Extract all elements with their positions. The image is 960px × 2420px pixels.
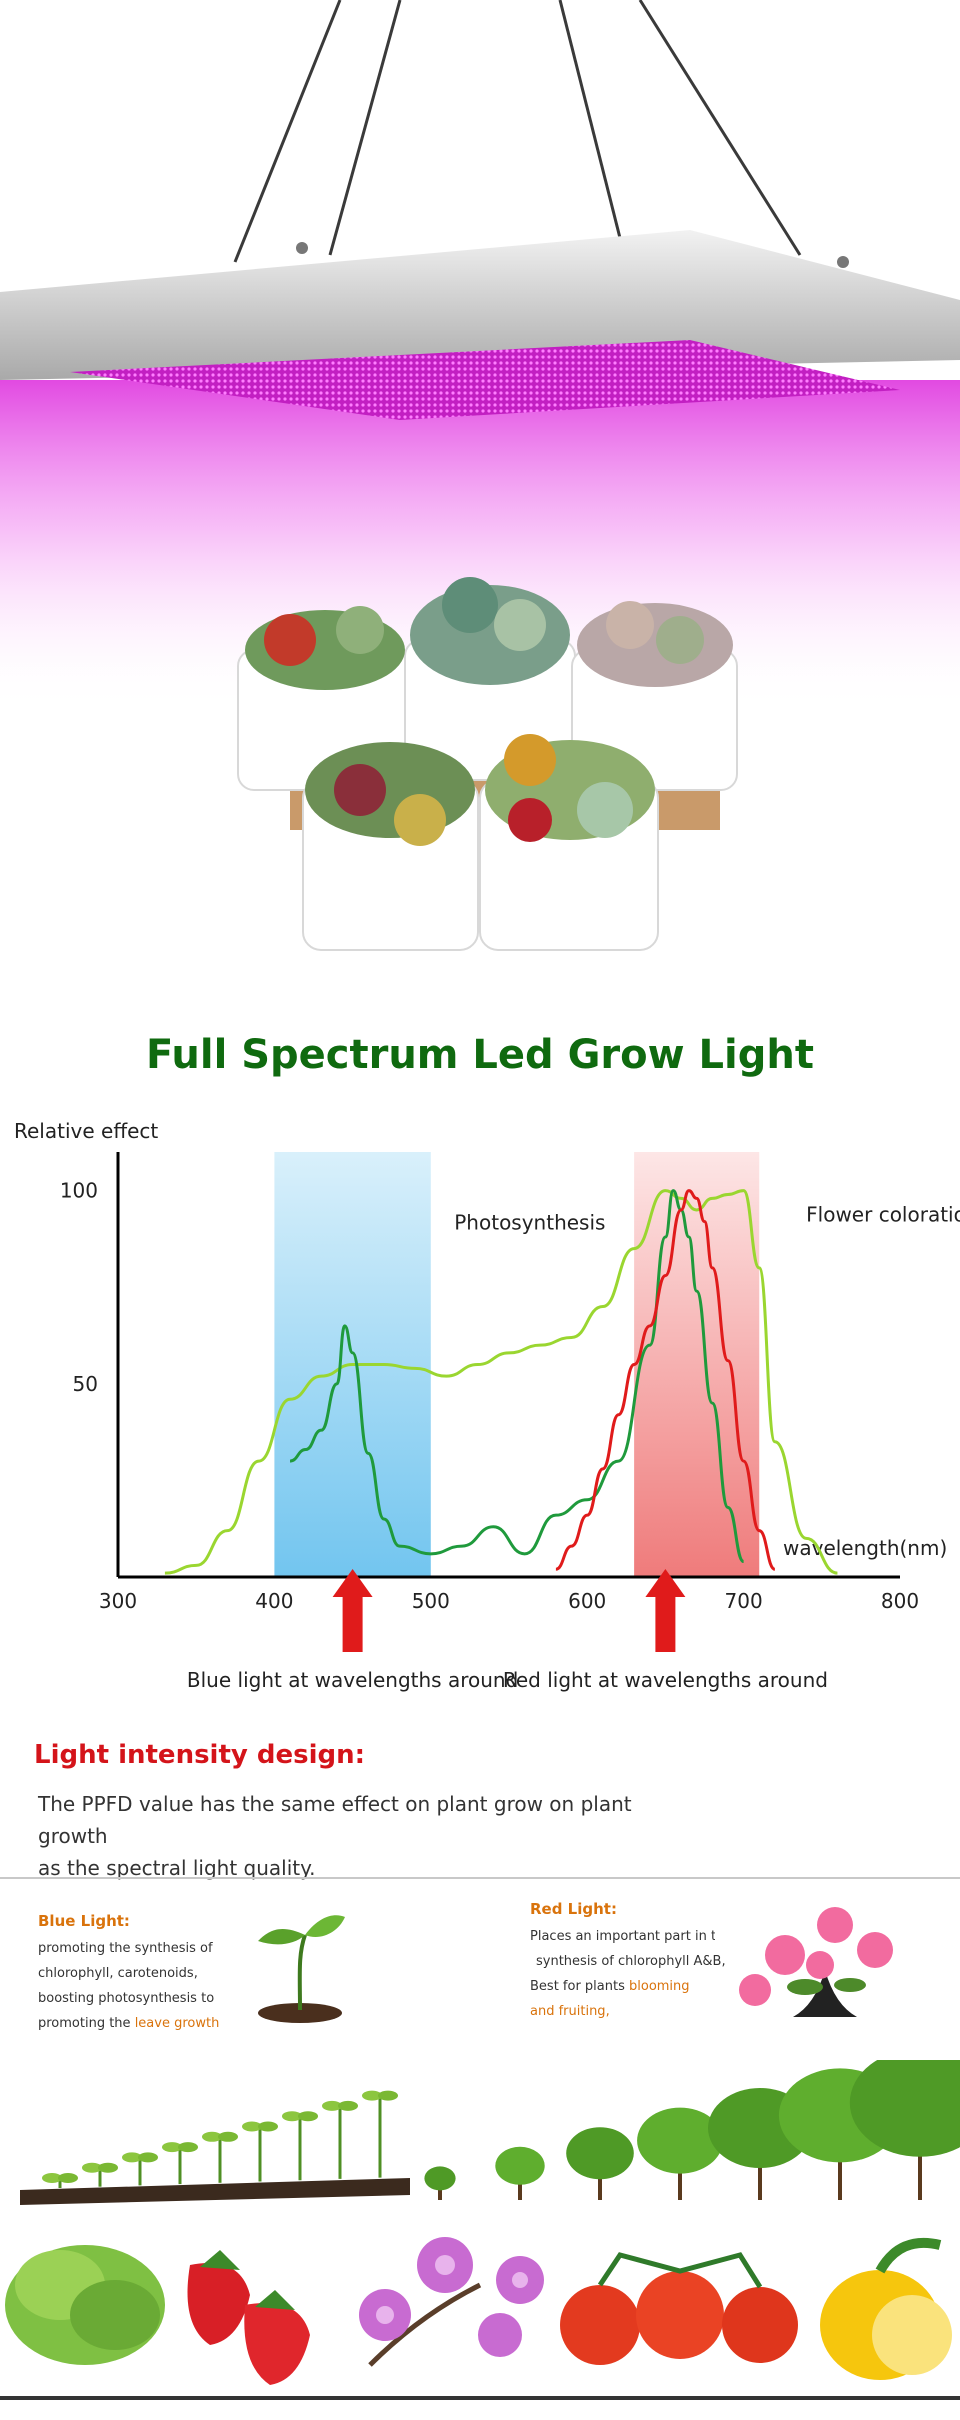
lemon-icon bbox=[820, 2237, 952, 2380]
blue-light-line: promoting the synthesis of bbox=[38, 1941, 213, 1956]
x-tick-label: 700 bbox=[725, 1589, 763, 1613]
blue-light-line: boosting photosynthesis to bbox=[38, 1991, 215, 2006]
blue-light-panel: Blue Light: promoting the synthesis of c… bbox=[38, 1912, 220, 2036]
spectrum-chart: Relative effect wavelength(nm) 300 400 500… bbox=[14, 1119, 960, 1692]
y-axis-label: Relative effect bbox=[14, 1119, 158, 1143]
blue-light-heading: Blue Light: bbox=[38, 1912, 130, 1930]
growth-sequence-image bbox=[20, 2060, 960, 2205]
series-line-1 bbox=[164, 1189, 838, 1575]
red-light-heading: Red Light: bbox=[530, 1900, 617, 1918]
orchid-icon bbox=[359, 2237, 544, 2367]
series-line-3 bbox=[555, 1189, 776, 1571]
blue-light-line: chlorophyll, carotenoids, bbox=[38, 1966, 198, 1981]
hero-image bbox=[0, 0, 960, 1000]
lettuce-icon bbox=[5, 2245, 165, 2365]
x-tick-label: 300 bbox=[99, 1589, 137, 1613]
section-divider bbox=[0, 1877, 960, 1879]
seedling-icon bbox=[258, 1915, 345, 2023]
succulent-pots bbox=[237, 577, 738, 951]
red-band bbox=[634, 1152, 760, 1577]
blue-light-line: promoting the leave growth bbox=[38, 2016, 220, 2031]
intensity-heading: Light intensity design: bbox=[34, 1740, 366, 1770]
red-light-line: and fruiting, bbox=[530, 2004, 610, 2019]
red-light-line: Places an important part in the bbox=[530, 1929, 715, 1944]
x-tick-label: 400 bbox=[255, 1589, 293, 1613]
x-tick-label: 800 bbox=[881, 1589, 919, 1613]
red-light-line: synthesis of chlorophyll A&B, bbox=[536, 1954, 726, 1969]
chart-annotation: Flower coloration bbox=[806, 1203, 960, 1227]
x-tick-label: 600 bbox=[568, 1589, 606, 1613]
flower-pot-icon bbox=[739, 1907, 893, 2017]
series-line-2 bbox=[289, 1189, 746, 1564]
x-tick-label: 500 bbox=[412, 1589, 450, 1613]
wavelength-caption: Red light at wavelengths around bbox=[503, 1668, 828, 1692]
led-panel-illustration bbox=[0, 0, 960, 951]
wavelength-caption: Blue light at wavelengths around bbox=[187, 1668, 518, 1692]
red-light-panel: Red Light: Places an important part in t… bbox=[530, 1900, 730, 2024]
intensity-line-2: as the spectral light quality. bbox=[38, 1856, 316, 1880]
hanging-wires bbox=[233, 0, 802, 263]
bottom-divider bbox=[0, 2396, 960, 2400]
intensity-description: The PPFD value has the same effect on pl… bbox=[38, 1788, 678, 1884]
red-light-line: Best for plants blooming bbox=[530, 1979, 690, 1994]
wavelength-arrow bbox=[332, 1569, 373, 1652]
chart-annotation: Photosynthesis bbox=[454, 1210, 605, 1234]
intensity-line-1: The PPFD value has the same effect on pl… bbox=[38, 1792, 632, 1848]
led-array bbox=[70, 340, 900, 420]
produce-row-image bbox=[5, 2237, 952, 2385]
panel-frame bbox=[0, 230, 960, 380]
tomato-icon bbox=[560, 2252, 798, 2365]
y-tick-label: 100 bbox=[60, 1179, 98, 1203]
y-tick-label: 50 bbox=[73, 1372, 98, 1396]
wavelength-arrow bbox=[645, 1569, 686, 1652]
strawberry-icon bbox=[187, 2250, 310, 2385]
page-title: Full Spectrum Led Grow Light bbox=[146, 1032, 814, 1078]
